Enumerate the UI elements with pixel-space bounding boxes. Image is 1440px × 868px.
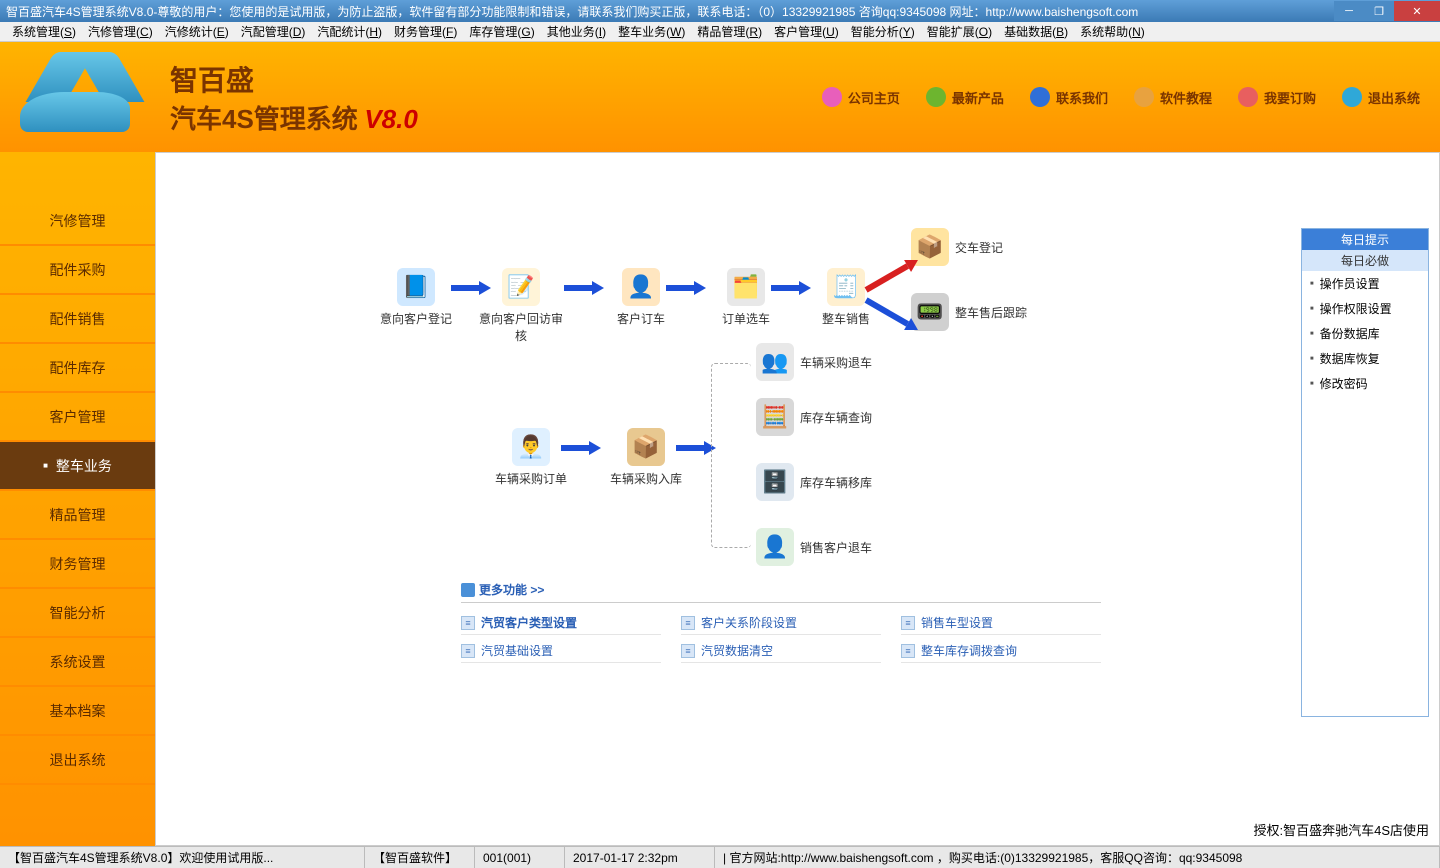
window-close-button[interactable]: ✕: [1394, 1, 1440, 21]
sidebar-item[interactable]: 汽修管理: [0, 197, 155, 246]
flow-node[interactable]: 🗂️订单选车: [701, 268, 791, 327]
window-maximize-button[interactable]: ❐: [1364, 1, 1394, 21]
more-function-link[interactable]: ≡汽贸基础设置: [461, 639, 661, 663]
flow-node[interactable]: 📦交车登记: [911, 228, 1061, 266]
tip-item[interactable]: 数据库恢复: [1302, 346, 1428, 371]
menu-w[interactable]: 整车业务(W): [612, 23, 691, 40]
window-title: 智百盛汽车4S管理系统V8.0-尊敬的用户：您使用的是试用版，为防止盗版，软件留…: [6, 3, 1138, 20]
sidebar-item[interactable]: 配件采购: [0, 246, 155, 295]
header-link[interactable]: 我要订购: [1238, 87, 1316, 107]
more-function-link[interactable]: ≡整车库存调拨查询: [901, 639, 1101, 663]
sidebar-item[interactable]: 基本档案: [0, 687, 155, 736]
menu-e[interactable]: 汽修统计(E): [159, 23, 235, 40]
link-icon: [1134, 87, 1154, 107]
header-banner: 智百盛 汽车4S管理系统 V8.0 公司主页 最新产品 联系我们 软件教程 我要订购 退出…: [0, 42, 1440, 152]
menu-c[interactable]: 汽修管理(C): [82, 23, 159, 40]
header-link[interactable]: 最新产品: [926, 87, 1004, 107]
flow-arrow: [771, 281, 811, 295]
flow-node[interactable]: 🧮库存车辆查询: [756, 398, 906, 436]
flow-node[interactable]: 👥车辆采购退车: [756, 343, 906, 381]
brand-subtitle: 汽车4S管理系统 V8.0: [170, 99, 418, 136]
status-cell: 【智百盛汽车4S管理系统V8.0】欢迎使用试用版...: [0, 847, 365, 868]
flow-node[interactable]: 📝意向客户回访审核: [476, 268, 566, 344]
flow-arrow: [666, 281, 706, 295]
header-link[interactable]: 公司主页: [822, 87, 900, 107]
flow-node[interactable]: 👨‍💼车辆采购订单: [486, 428, 576, 487]
tip-item[interactable]: 修改密码: [1302, 371, 1428, 396]
more-function-link[interactable]: ≡汽贸数据清空: [681, 639, 881, 663]
menu-o[interactable]: 智能扩展(O): [921, 23, 998, 40]
doc-icon: ≡: [901, 616, 915, 630]
main-content: 更多功能 >> ≡汽贸客户类型设置 ≡客户关系阶段设置 ≡销售车型设置 ≡汽贸基础设置…: [155, 152, 1440, 846]
status-cell: 2017-01-17 2:32pm: [565, 847, 715, 868]
window-minimize-button[interactable]: ─: [1334, 1, 1364, 21]
header-link[interactable]: 联系我们: [1030, 87, 1108, 107]
header-link[interactable]: 退出系统: [1342, 87, 1420, 107]
more-function-link[interactable]: ≡客户关系阶段设置: [681, 611, 881, 635]
statusbar: 【智百盛汽车4S管理系统V8.0】欢迎使用试用版...【智百盛软件】001(00…: [0, 846, 1440, 868]
menu-b[interactable]: 基础数据(B): [998, 23, 1074, 40]
more-function-link[interactable]: ≡汽贸客户类型设置: [461, 611, 661, 635]
menu-d[interactable]: 汽配管理(D): [235, 23, 312, 40]
more-functions-header: 更多功能 >>: [461, 581, 1101, 603]
sidebar-item[interactable]: 退出系统: [0, 736, 155, 785]
flow-arrow: [561, 441, 601, 455]
sidebar-item[interactable]: 系统设置: [0, 638, 155, 687]
flow-node[interactable]: 📟整车售后跟踪: [911, 293, 1061, 331]
sidebar-item[interactable]: 整车业务: [0, 442, 155, 491]
sidebar-item[interactable]: 配件销售: [0, 295, 155, 344]
flow-node[interactable]: 🗄️库存车辆移库: [756, 463, 906, 501]
license-text: 授权:智百盛奔驰汽车4S店使用: [1253, 820, 1429, 839]
menu-y[interactable]: 智能分析(Y): [845, 23, 921, 40]
flow-arrow: [676, 441, 716, 455]
more-functions-panel: 更多功能 >> ≡汽贸客户类型设置 ≡客户关系阶段设置 ≡销售车型设置 ≡汽贸基础设置…: [461, 581, 1101, 663]
car-logo: [20, 52, 140, 142]
more-function-link[interactable]: ≡销售车型设置: [901, 611, 1101, 635]
doc-icon: ≡: [901, 644, 915, 658]
sidebar: 汽修管理配件采购配件销售配件库存客户管理整车业务精品管理财务管理智能分析系统设置…: [0, 152, 155, 846]
tips-header: 每日提示: [1302, 229, 1428, 250]
doc-icon: ≡: [461, 616, 475, 630]
sidebar-item[interactable]: 客户管理: [0, 393, 155, 442]
menu-u[interactable]: 客户管理(U): [768, 23, 845, 40]
link-icon: [1030, 87, 1050, 107]
menu-i[interactable]: 其他业务(I): [541, 23, 612, 40]
flow-node[interactable]: 📦车辆采购入库: [601, 428, 691, 487]
doc-icon: ≡: [461, 644, 475, 658]
status-cell: 【智百盛软件】: [365, 847, 475, 868]
menu-h[interactable]: 汽配统计(H): [311, 23, 388, 40]
link-icon: [822, 87, 842, 107]
link-icon: [1238, 87, 1258, 107]
menu-r[interactable]: 精品管理(R): [691, 23, 768, 40]
flow-node[interactable]: 📘意向客户登记: [371, 268, 461, 327]
sidebar-item[interactable]: 智能分析: [0, 589, 155, 638]
tip-item[interactable]: 备份数据库: [1302, 321, 1428, 346]
link-icon: [1342, 87, 1362, 107]
link-icon: [926, 87, 946, 107]
tip-item[interactable]: 操作权限设置: [1302, 296, 1428, 321]
window-titlebar: 智百盛汽车4S管理系统V8.0-尊敬的用户：您使用的是试用版，为防止盗版，软件留…: [0, 0, 1440, 22]
doc-icon: ≡: [681, 616, 695, 630]
brand-name: 智百盛: [170, 59, 418, 99]
tip-item[interactable]: 操作员设置: [1302, 271, 1428, 296]
status-cell: 001(001): [475, 847, 565, 868]
daily-tips-panel: 每日提示 每日必做 操作员设置操作权限设置备份数据库数据库恢复修改密码: [1301, 228, 1429, 717]
doc-icon: ≡: [681, 644, 695, 658]
header-link[interactable]: 软件教程: [1134, 87, 1212, 107]
flow-arrow: [564, 281, 604, 295]
menu-g[interactable]: 库存管理(G): [463, 23, 540, 40]
flow-node[interactable]: 👤销售客户退车: [756, 528, 906, 566]
flow-arrow: [451, 281, 491, 295]
sidebar-item[interactable]: 配件库存: [0, 344, 155, 393]
sidebar-item[interactable]: 财务管理: [0, 540, 155, 589]
status-cell: | 官方网站:http://www.baishengsoft.com ，购买电话…: [715, 847, 1440, 868]
flow-connector: [711, 363, 751, 548]
menu-n[interactable]: 系统帮助(N): [1074, 23, 1151, 40]
menu-f[interactable]: 财务管理(F): [388, 23, 463, 40]
flow-node[interactable]: 👤客户订车: [596, 268, 686, 327]
tips-subheader: 每日必做: [1302, 250, 1428, 271]
menubar: 系统管理(S)汽修管理(C)汽修统计(E)汽配管理(D)汽配统计(H)财务管理(…: [0, 22, 1440, 42]
menu-s[interactable]: 系统管理(S): [6, 23, 82, 40]
sidebar-item[interactable]: 精品管理: [0, 491, 155, 540]
